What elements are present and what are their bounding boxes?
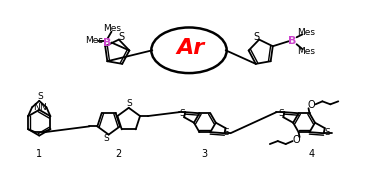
Text: N: N [39,103,46,112]
Text: S: S [179,109,185,118]
Text: S: S [127,99,133,108]
Text: B: B [288,36,297,46]
Text: S: S [324,128,330,137]
Text: 1: 1 [36,149,42,159]
Text: Mes: Mes [85,36,103,45]
Text: S: S [279,109,284,118]
Text: B: B [103,38,112,48]
Text: N: N [33,103,39,112]
Text: O: O [293,135,301,145]
Text: O: O [308,100,315,110]
Text: Mes: Mes [297,28,316,37]
Text: 2: 2 [115,149,122,159]
Text: 4: 4 [309,149,315,159]
Text: S: S [224,128,229,137]
Text: S: S [37,92,43,101]
Text: 3: 3 [202,149,208,159]
Text: S: S [119,32,125,42]
Text: Mes: Mes [104,24,121,33]
Text: Mes: Mes [297,47,316,56]
Text: S: S [253,32,259,42]
Text: S: S [104,134,110,143]
Text: Ar: Ar [177,38,205,58]
